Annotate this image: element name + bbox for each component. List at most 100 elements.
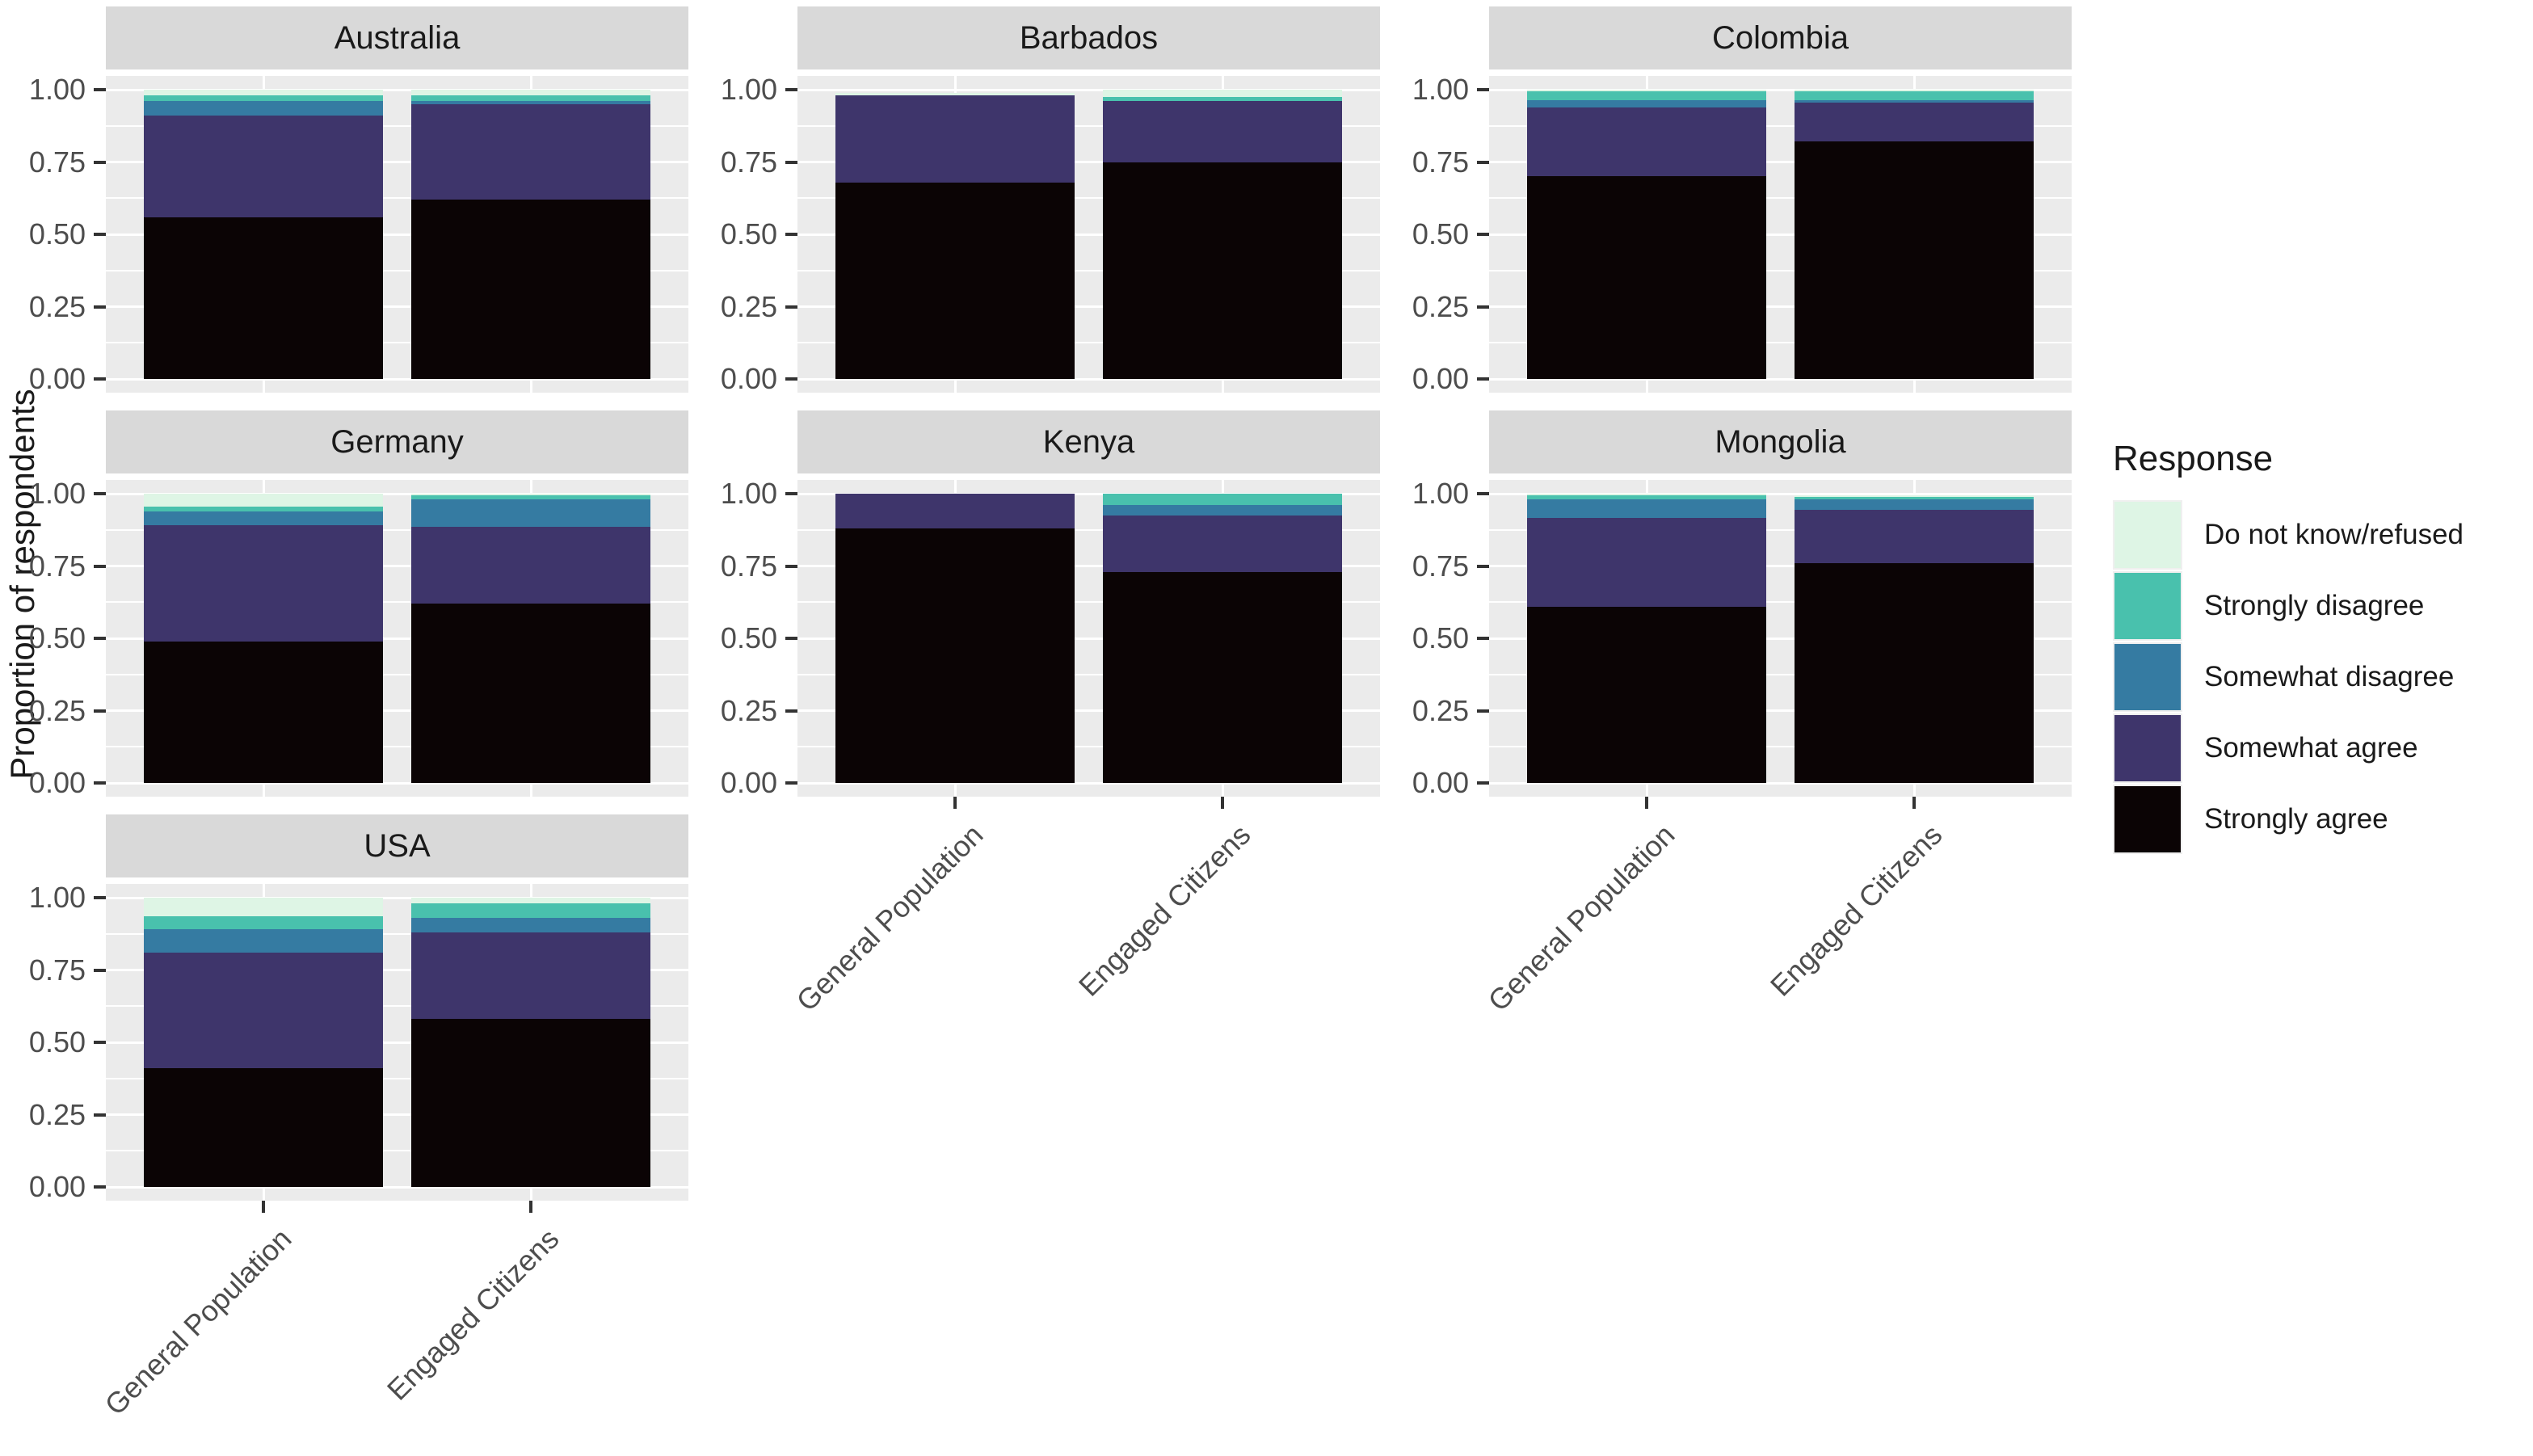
legend-key-swatch [2114, 573, 2181, 639]
bar-segment-strongly-agree [144, 1068, 383, 1187]
bar-segment-do-not-know-refused [1795, 90, 2034, 91]
y-axis-tick [785, 709, 797, 713]
bar-segment-somewhat-disagree [1527, 99, 1766, 107]
y-axis-tick-label: 1.00 [1412, 73, 1469, 106]
stacked-bar [144, 90, 383, 379]
y-axis-tick [94, 1041, 106, 1044]
minor-gridline [106, 269, 688, 271]
legend-key-swatch [2114, 644, 2181, 710]
bar-segment-strongly-disagree [1795, 496, 2034, 500]
y-axis-tick [94, 564, 106, 568]
y-axis-tick-label: 0.25 [1412, 693, 1469, 727]
facet-strip: Mongolia [1489, 410, 2072, 473]
bar-segment-somewhat-agree [1527, 518, 1766, 607]
y-axis-tick-label: 0.50 [1412, 217, 1469, 250]
facet-panel [797, 480, 1380, 797]
bar-segment-strongly-disagree [411, 95, 650, 102]
bar-segment-strongly-agree [144, 641, 383, 783]
bar-segment-somewhat-agree [835, 95, 1075, 183]
major-gridline [1489, 161, 2072, 163]
major-gridline [1489, 305, 2072, 308]
legend-key-swatch [2114, 786, 2181, 852]
minor-gridline [106, 601, 688, 604]
y-axis-tick [1477, 564, 1489, 568]
y-axis-tick-label: 0.50 [28, 621, 86, 654]
minor-gridline [797, 124, 1380, 127]
y-axis-tick-label: 1.00 [28, 73, 86, 106]
bar-segment-do-not-know-refused [1527, 90, 1766, 91]
minor-gridline [106, 1077, 688, 1079]
stacked-bar [835, 494, 1075, 783]
y-axis-tick-label: 0.75 [28, 549, 86, 583]
major-gridline [106, 492, 688, 495]
major-gridline [106, 233, 688, 236]
minor-gridline [106, 1150, 688, 1152]
minor-gridline [106, 673, 688, 675]
x-axis-tick [1221, 797, 1224, 809]
x-axis-tick-label: Engaged Citizens [380, 1222, 566, 1407]
bar-segment-strongly-agree [835, 528, 1075, 783]
y-axis-tick [1477, 709, 1489, 713]
legend-item-label: Strongly disagree [2204, 590, 2425, 621]
y-axis-tick-label: 0.25 [720, 693, 777, 727]
bar-segment-somewhat-agree [411, 527, 650, 604]
facet-title: Kenya [1042, 423, 1135, 460]
bar-segment-do-not-know-refused [144, 90, 383, 96]
minor-gridline [797, 601, 1380, 604]
major-gridline [106, 161, 688, 163]
y-axis-tick [94, 896, 106, 899]
legend-key-swatch [2114, 502, 2181, 568]
y-axis-tick [94, 492, 106, 495]
bar-segment-strongly-disagree [411, 494, 650, 500]
y-axis-tick-label: 0.75 [1412, 549, 1469, 583]
x-axis-tick-label: Engaged Citizens [1071, 818, 1257, 1003]
bar-segment-strongly-agree [411, 604, 650, 783]
y-axis-tick [94, 1185, 106, 1189]
bar-segment-strongly-agree [411, 200, 650, 379]
y-axis-tick-label: 0.50 [720, 621, 777, 654]
major-gridline [1489, 565, 2072, 567]
y-axis-tick [785, 781, 797, 785]
bar-segment-strongly-disagree [1103, 494, 1342, 506]
facet-strip: Colombia [1489, 6, 2072, 69]
y-axis-tick-label: 1.00 [1412, 477, 1469, 510]
minor-gridline [1489, 124, 2072, 127]
minor-gridline [106, 1005, 688, 1008]
minor-gridline [1489, 197, 2072, 200]
bar-segment-somewhat-disagree [411, 918, 650, 932]
major-gridline [797, 161, 1380, 163]
bar-segment-somewhat-disagree [1527, 499, 1766, 519]
major-gridline [1489, 709, 2072, 712]
minor-gridline [797, 528, 1380, 531]
bar-segment-strongly-agree [1103, 571, 1342, 783]
y-axis-tick-label: 0.25 [720, 289, 777, 323]
stacked-bar [144, 494, 383, 783]
bar-segment-strongly-disagree [1795, 90, 2034, 100]
major-gridline [1489, 233, 2072, 236]
bar-segment-somewhat-disagree [144, 511, 383, 526]
bar-segment-strongly-agree [835, 182, 1075, 379]
y-axis-tick-label: 0.50 [28, 217, 86, 250]
y-axis-tick [94, 377, 106, 381]
y-axis-tick-label: 0.50 [28, 1025, 86, 1058]
major-gridline [797, 233, 1380, 236]
legend-key [2113, 713, 2182, 783]
y-axis-tick [785, 564, 797, 568]
stacked-bar [1103, 494, 1342, 783]
bar-segment-do-not-know-refused [411, 90, 650, 96]
y-axis-tick [1477, 377, 1489, 381]
facet-strip: USA [106, 814, 688, 877]
y-axis-tick-label: 0.75 [720, 549, 777, 583]
facet-strip: Australia [106, 6, 688, 69]
major-gridline [1489, 377, 2072, 381]
y-axis-tick-label: 0.25 [28, 693, 86, 727]
stacked-bar [1795, 494, 2034, 783]
major-gridline [1489, 637, 2072, 640]
y-axis-tick [1477, 88, 1489, 91]
legend-key [2113, 642, 2182, 712]
y-axis-tick [1477, 233, 1489, 236]
major-gridline [106, 969, 688, 971]
major-gridline [106, 377, 688, 381]
y-axis-tick-label: 0.25 [28, 1097, 86, 1131]
